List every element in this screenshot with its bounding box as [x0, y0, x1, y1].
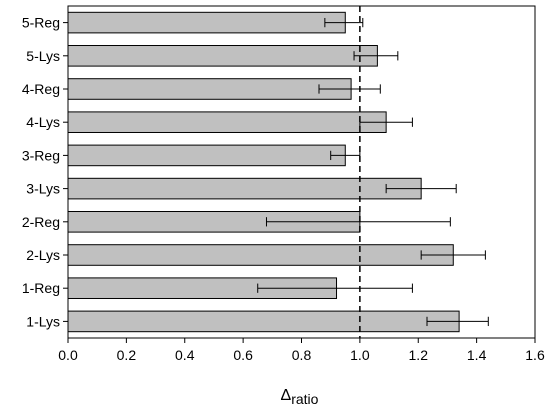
x-tick-label: 0.0	[58, 347, 78, 363]
x-tick-label: 1.6	[525, 347, 545, 363]
bar-5-Lys	[67, 45, 378, 67]
x-tick-label: 1.4	[467, 347, 487, 363]
x-axis: 0.0 0.2 0.4 0.6 0.8 1.0 1.2 1.4 1.6	[58, 338, 545, 363]
y-tick-label: 3-Reg	[22, 147, 60, 163]
y-tick-label: 3-Lys	[26, 181, 60, 197]
y-tick-label: 2-Reg	[22, 214, 60, 230]
x-axis-title: Δratio	[281, 387, 319, 407]
bar-1-Lys	[67, 310, 460, 333]
x-tick-label: 0.2	[117, 347, 137, 363]
x-tick-label: 0.6	[233, 347, 253, 363]
y-axis: 5-Reg 5-Lys 4-Reg 4-Lys 3-Reg 3-Lys 2-Reg 2-Lys…	[22, 15, 68, 329]
bar-4-Reg	[67, 78, 352, 100]
bar-2-Lys	[67, 244, 454, 266]
bars-group	[67, 11, 460, 333]
x-axis-title-sub: ratio	[291, 391, 318, 407]
x-tick-label: 1.0	[350, 347, 370, 363]
y-tick-label: 1-Reg	[22, 280, 60, 296]
bar-5-Reg	[67, 11, 346, 34]
y-tick-label: 4-Lys	[26, 114, 60, 130]
y-tick-label: 5-Reg	[22, 15, 60, 31]
x-axis-title-main: Δ	[281, 387, 292, 404]
y-tick-label: 2-Lys	[26, 247, 60, 263]
x-tick-label: 1.2	[409, 347, 429, 363]
y-tick-label: 1-Lys	[26, 313, 60, 329]
bar-4-Lys	[67, 111, 387, 133]
x-tick-label: 0.8	[292, 347, 312, 363]
bar-3-Lys	[67, 177, 422, 200]
error-bars-group	[257, 17, 489, 327]
y-tick-label: 5-Lys	[26, 48, 60, 64]
bar-3-Reg	[67, 144, 346, 167]
x-tick-label: 0.4	[175, 347, 195, 363]
y-tick-label: 4-Reg	[22, 81, 60, 97]
